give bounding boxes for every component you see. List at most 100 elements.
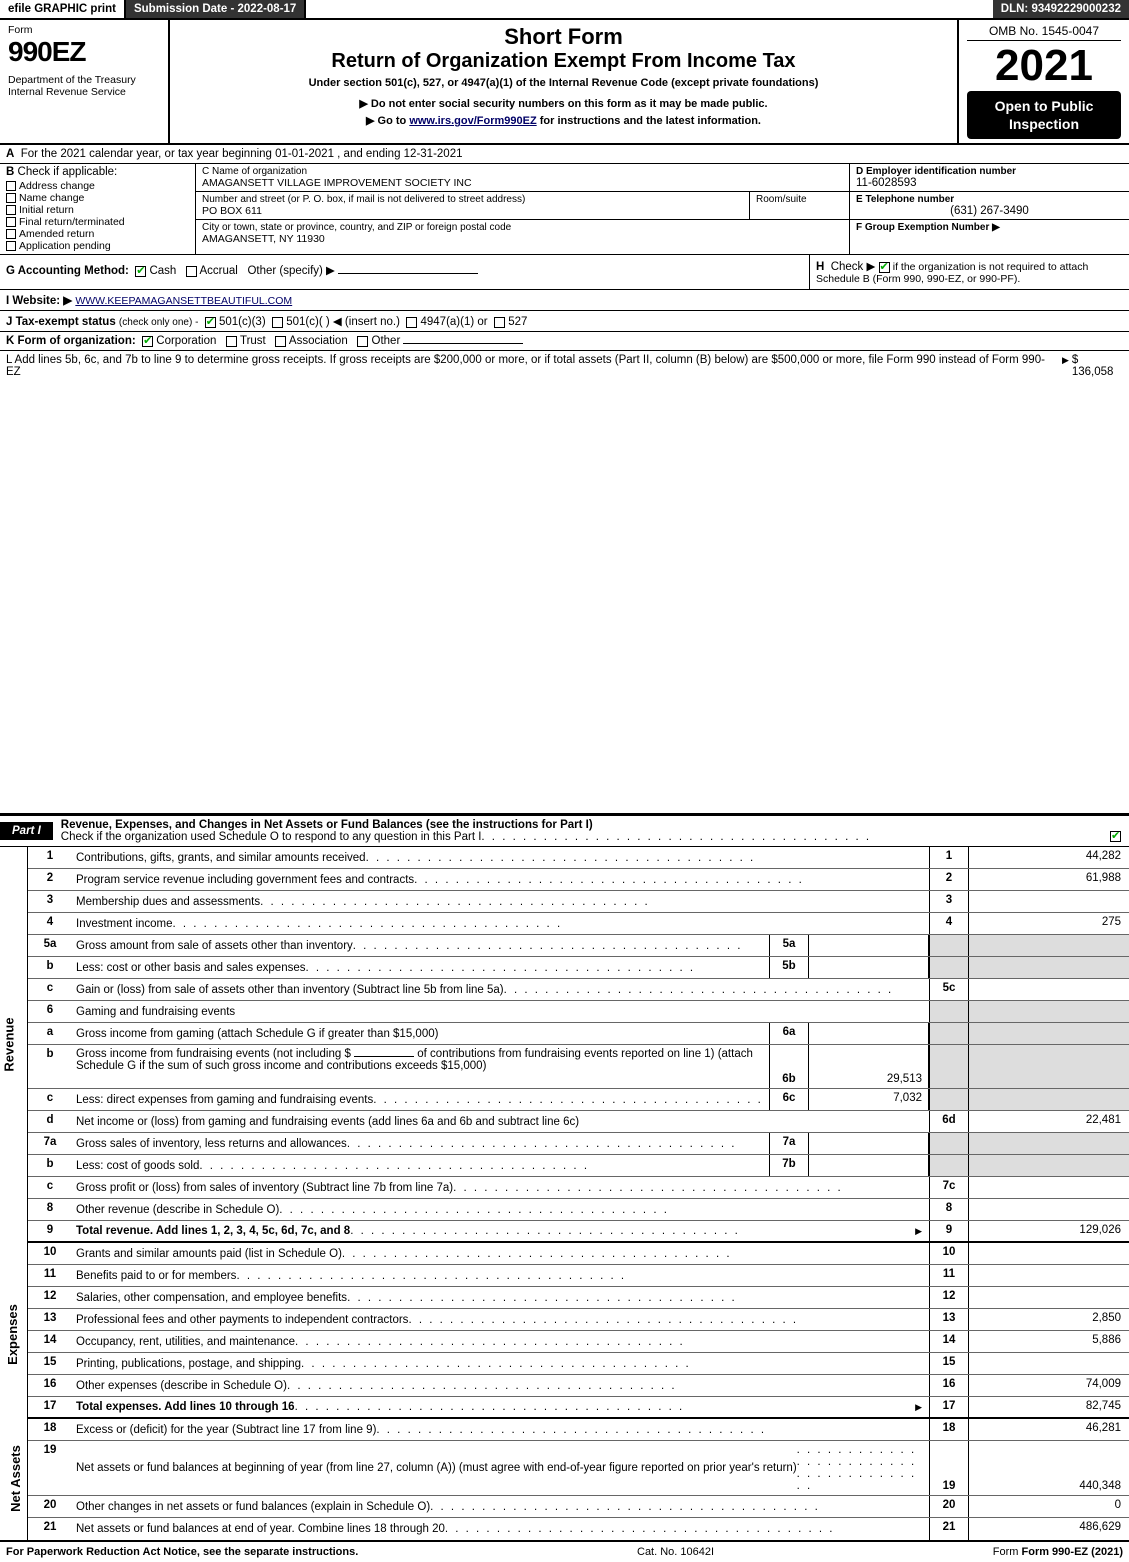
- ln7a-box: [929, 1133, 969, 1154]
- ln6-desc: Gaming and fundraising events: [76, 1006, 235, 1018]
- ln11-num: 11: [28, 1265, 72, 1286]
- chk-initial-return[interactable]: [6, 205, 16, 215]
- part-1-title: Revenue, Expenses, and Changes in Net As…: [61, 819, 593, 831]
- line-6: 6 Gaming and fundraising events: [28, 1001, 1129, 1023]
- addr: PO BOX 611: [202, 205, 743, 217]
- chk-address-change[interactable]: [6, 181, 16, 191]
- chk-final-return[interactable]: [6, 217, 16, 227]
- ln20-val: 0: [969, 1496, 1129, 1517]
- ln14-box: 14: [929, 1331, 969, 1352]
- ln8-desc: Other revenue (describe in Schedule O): [76, 1204, 279, 1216]
- form-label: Form: [8, 24, 160, 36]
- ln1-box: 1: [929, 847, 969, 868]
- ln6a-subval: [809, 1023, 929, 1044]
- opt-other: Other (specify) ▶: [247, 265, 334, 277]
- row-i: I Website: ▶ WWW.KEEPAMAGANSETTBEAUTIFUL…: [0, 290, 1129, 311]
- ln15-desc: Printing, publications, postage, and shi…: [76, 1358, 301, 1370]
- chk-corp[interactable]: [142, 336, 153, 347]
- line-1: 1 Contributions, gifts, grants, and simi…: [28, 847, 1129, 869]
- ln6d-num: d: [28, 1111, 72, 1132]
- chk-501c[interactable]: [272, 317, 283, 328]
- ln7b-sub: 7b: [769, 1155, 809, 1176]
- ln6b-val: [969, 1045, 1129, 1088]
- line-18: 18 Excess or (deficit) for the year (Sub…: [28, 1419, 1129, 1441]
- ln6d-val: 22,481: [969, 1111, 1129, 1132]
- ln6b-desc1: Gross income from fundraising events (no…: [76, 1048, 351, 1060]
- line-17: 17 Total expenses. Add lines 10 through …: [28, 1397, 1129, 1419]
- note2-pre: ▶ Go to: [366, 115, 409, 127]
- chk-amended-return[interactable]: [6, 229, 16, 239]
- chk-name-change[interactable]: [6, 193, 16, 203]
- chk-assoc[interactable]: [275, 336, 286, 347]
- ln7a-num: 7a: [28, 1133, 72, 1154]
- ln6c-val: [969, 1089, 1129, 1110]
- ln21-box: 21: [929, 1518, 969, 1540]
- chk-cash[interactable]: [135, 266, 146, 277]
- ln5b-box: [929, 957, 969, 978]
- ln9-val: 129,026: [969, 1221, 1129, 1241]
- chk-h[interactable]: [879, 262, 890, 273]
- ln21-num: 21: [28, 1518, 72, 1540]
- irs-link[interactable]: www.irs.gov/Form990EZ: [409, 115, 536, 127]
- ln5a-sub: 5a: [769, 935, 809, 956]
- ln7a-subval: [809, 1133, 929, 1154]
- form-number: 990EZ: [8, 36, 160, 68]
- footer-left: For Paperwork Reduction Act Notice, see …: [6, 1546, 358, 1558]
- ln4-desc: Investment income: [76, 918, 173, 930]
- city-label: City or town, state or province, country…: [202, 222, 843, 233]
- ln1-num: 1: [28, 847, 72, 868]
- chk-schedule-o[interactable]: [1110, 831, 1121, 842]
- ln10-val: [969, 1243, 1129, 1264]
- part-1-header: Part I Revenue, Expenses, and Changes in…: [0, 814, 1129, 847]
- ln16-box: 16: [929, 1375, 969, 1396]
- line-6b: b Gross income from fundraising events (…: [28, 1045, 1129, 1089]
- ln12-desc: Salaries, other compensation, and employ…: [76, 1292, 347, 1304]
- section-a: A For the 2021 calendar year, or tax yea…: [0, 145, 1129, 164]
- ln6a-num: a: [28, 1023, 72, 1044]
- box-def: D Employer identification number 11-6028…: [849, 164, 1129, 254]
- dln: DLN: 93492229000232: [993, 0, 1129, 18]
- opt-address-change: Address change: [19, 180, 95, 192]
- line-21: 21 Net assets or fund balances at end of…: [28, 1518, 1129, 1540]
- chk-accrual[interactable]: [186, 266, 197, 277]
- j-o4: 527: [508, 316, 527, 328]
- ln5c-val: [969, 979, 1129, 1000]
- line-13: 13 Professional fees and other payments …: [28, 1309, 1129, 1331]
- ln4-box: 4: [929, 913, 969, 934]
- ln15-val: [969, 1353, 1129, 1374]
- ln2-desc: Program service revenue including govern…: [76, 874, 414, 886]
- ln7c-desc: Gross profit or (loss) from sales of inv…: [76, 1182, 453, 1194]
- chk-application-pending[interactable]: [6, 241, 16, 251]
- room-label: Room/suite: [756, 194, 843, 205]
- ln6d-box: 6d: [929, 1111, 969, 1132]
- line-14: 14 Occupancy, rent, utilities, and maint…: [28, 1331, 1129, 1353]
- ln6a-val: [969, 1023, 1129, 1044]
- chk-4947[interactable]: [406, 317, 417, 328]
- j-note: (check only one) -: [119, 317, 198, 328]
- line-5a: 5a Gross amount from sale of assets othe…: [28, 935, 1129, 957]
- ln1-desc: Contributions, gifts, grants, and simila…: [76, 852, 366, 864]
- chk-527[interactable]: [494, 317, 505, 328]
- ln7c-num: c: [28, 1177, 72, 1198]
- chk-trust[interactable]: [226, 336, 237, 347]
- website-link[interactable]: WWW.KEEPAMAGANSETTBEAUTIFUL.COM: [75, 295, 292, 307]
- side-expenses: Expenses: [0, 1243, 28, 1419]
- ln7b-val: [969, 1155, 1129, 1176]
- ln3-val: [969, 891, 1129, 912]
- chk-501c3[interactable]: [205, 317, 216, 328]
- ln18-val: 46,281: [969, 1419, 1129, 1440]
- line-5c: c Gain or (loss) from sale of assets oth…: [28, 979, 1129, 1001]
- chk-other-org[interactable]: [357, 336, 368, 347]
- ln6-box: [929, 1001, 969, 1022]
- footer-mid: Cat. No. 10642I: [637, 1546, 714, 1558]
- ln21-desc: Net assets or fund balances at end of ye…: [76, 1523, 445, 1535]
- ln6c-subval: 7,032: [809, 1089, 929, 1110]
- box-c: C Name of organization AMAGANSETT VILLAG…: [196, 164, 849, 254]
- l-text: L Add lines 5b, 6c, and 7b to line 9 to …: [6, 354, 1059, 810]
- line-8: 8 Other revenue (describe in Schedule O)…: [28, 1199, 1129, 1221]
- l-amount: $ 136,058: [1072, 354, 1123, 810]
- ln1-val: 44,282: [969, 847, 1129, 868]
- ln9-num: 9: [28, 1221, 72, 1241]
- efile-print[interactable]: efile GRAPHIC print: [0, 0, 126, 18]
- line-9: 9 Total revenue. Add lines 1, 2, 3, 4, 5…: [28, 1221, 1129, 1243]
